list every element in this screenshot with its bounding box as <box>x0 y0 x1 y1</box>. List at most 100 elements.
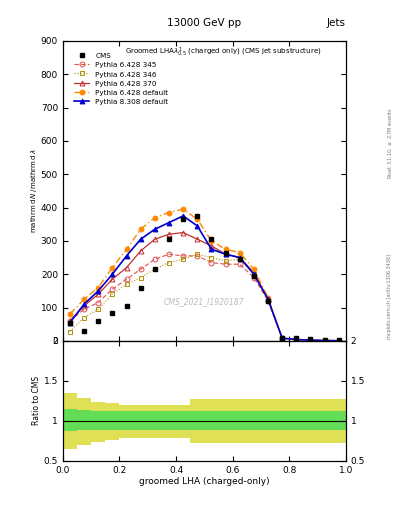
Pythia 6.428 default <box>252 266 256 272</box>
Pythia 6.428 346 <box>322 337 327 344</box>
CMS <box>124 303 129 309</box>
Pythia 6.428 346 <box>266 296 270 302</box>
Pythia 6.428 346 <box>152 266 157 272</box>
Pythia 8.308 default <box>124 253 129 259</box>
Pythia 8.308 default <box>68 319 72 326</box>
Pythia 6.428 370 <box>237 254 242 261</box>
Pythia 6.428 default <box>82 296 86 302</box>
Pythia 8.308 default <box>181 213 185 219</box>
Pythia 6.428 default <box>167 209 171 216</box>
Pythia 8.308 default <box>138 236 143 242</box>
Pythia 8.308 default <box>152 226 157 232</box>
Pythia 8.308 default <box>252 271 256 278</box>
Pythia 6.428 370 <box>110 276 115 282</box>
Pythia 6.428 370 <box>280 335 285 342</box>
Pythia 6.428 345 <box>223 261 228 267</box>
CMS <box>181 216 185 222</box>
Pythia 8.308 default <box>195 223 200 229</box>
CMS <box>223 249 228 255</box>
Pythia 6.428 345 <box>82 306 86 312</box>
Pythia 6.428 345 <box>294 336 299 343</box>
Pythia 6.428 default <box>110 265 115 271</box>
Y-axis label: $\mathrm{mathrm\,d}\,N\,/\,\mathrm{mathrm\,d}\,\lambda$: $\mathrm{mathrm\,d}\,N\,/\,\mathrm{mathr… <box>29 148 39 233</box>
CMS <box>266 298 270 304</box>
Pythia 8.308 default <box>237 254 242 261</box>
Line: Pythia 6.428 346: Pythia 6.428 346 <box>68 252 341 343</box>
Pythia 8.308 default <box>82 301 86 307</box>
Text: Jets: Jets <box>327 18 346 28</box>
Line: Pythia 8.308 default: Pythia 8.308 default <box>68 214 341 343</box>
Pythia 6.428 346 <box>223 258 228 264</box>
Pythia 8.308 default <box>266 296 270 302</box>
Pythia 8.308 default <box>294 336 299 343</box>
Pythia 6.428 346 <box>138 274 143 281</box>
Pythia 8.308 default <box>223 251 228 258</box>
CMS <box>96 318 101 324</box>
Pythia 6.428 346 <box>308 337 313 343</box>
Pythia 6.428 370 <box>181 229 185 236</box>
Pythia 8.308 default <box>322 337 327 344</box>
Pythia 6.428 default <box>68 311 72 317</box>
Pythia 6.428 default <box>322 337 327 344</box>
Pythia 6.428 345 <box>266 298 270 304</box>
Pythia 6.428 default <box>152 215 157 221</box>
Pythia 6.428 345 <box>124 276 129 282</box>
Text: Groomed LHA$\lambda^1_{0.5}$ (charged only) (CMS jet substructure): Groomed LHA$\lambda^1_{0.5}$ (charged on… <box>125 46 321 59</box>
Pythia 6.428 370 <box>322 337 327 344</box>
Pythia 8.308 default <box>167 220 171 226</box>
Pythia 6.428 346 <box>82 314 86 321</box>
CMS <box>209 236 214 242</box>
Pythia 6.428 345 <box>336 337 341 344</box>
Y-axis label: Ratio to CMS: Ratio to CMS <box>32 376 41 425</box>
CMS <box>152 266 157 272</box>
Pythia 6.428 370 <box>167 231 171 237</box>
CMS <box>322 337 327 343</box>
Pythia 6.428 370 <box>223 251 228 258</box>
Pythia 6.428 345 <box>322 337 327 344</box>
Pythia 6.428 346 <box>209 254 214 261</box>
CMS <box>237 256 242 262</box>
Pythia 6.428 346 <box>124 281 129 287</box>
Pythia 6.428 346 <box>68 328 72 334</box>
Pythia 8.308 default <box>308 337 313 343</box>
Text: Rivet 3.1.10, $\geq$ 2.7M events: Rivet 3.1.10, $\geq$ 2.7M events <box>386 108 393 179</box>
Pythia 6.428 346 <box>336 337 341 344</box>
Text: 13000 GeV pp: 13000 GeV pp <box>167 18 241 28</box>
Pythia 6.428 346 <box>252 271 256 278</box>
Pythia 6.428 345 <box>209 260 214 266</box>
Pythia 6.428 346 <box>237 256 242 262</box>
Pythia 6.428 370 <box>68 318 72 324</box>
Pythia 6.428 default <box>195 216 200 222</box>
Pythia 8.308 default <box>336 337 341 344</box>
Pythia 6.428 default <box>138 226 143 232</box>
CMS <box>82 328 86 334</box>
CMS <box>68 319 72 326</box>
Line: Pythia 6.428 370: Pythia 6.428 370 <box>68 230 341 343</box>
Pythia 6.428 370 <box>124 265 129 271</box>
Pythia 6.428 346 <box>110 291 115 297</box>
Pythia 6.428 370 <box>96 291 101 297</box>
Pythia 8.308 default <box>110 271 115 278</box>
Pythia 6.428 346 <box>181 256 185 262</box>
Pythia 6.428 345 <box>110 286 115 292</box>
X-axis label: groomed LHA (charged-only): groomed LHA (charged-only) <box>139 477 270 486</box>
CMS <box>280 335 285 342</box>
Text: CMS_2021_I1920187: CMS_2021_I1920187 <box>164 297 244 306</box>
Pythia 6.428 default <box>223 246 228 252</box>
Legend: CMS, Pythia 6.428 345, Pythia 6.428 346, Pythia 6.428 370, Pythia 6.428 default,: CMS, Pythia 6.428 345, Pythia 6.428 346,… <box>72 51 170 107</box>
Pythia 6.428 346 <box>280 335 285 342</box>
Pythia 8.308 default <box>280 335 285 342</box>
Pythia 6.428 370 <box>152 236 157 242</box>
Pythia 6.428 370 <box>82 303 86 309</box>
Pythia 6.428 default <box>280 335 285 342</box>
Line: CMS: CMS <box>68 214 341 343</box>
Pythia 6.428 345 <box>167 251 171 258</box>
Pythia 6.428 default <box>266 294 270 301</box>
Pythia 6.428 345 <box>68 318 72 324</box>
Text: mcplots.cern.ch [arXiv:1306.3436]: mcplots.cern.ch [arXiv:1306.3436] <box>387 254 392 339</box>
Pythia 6.428 346 <box>96 306 101 312</box>
Pythia 6.428 345 <box>308 337 313 343</box>
Pythia 6.428 345 <box>252 274 256 281</box>
Pythia 6.428 default <box>209 238 214 244</box>
Pythia 6.428 370 <box>195 236 200 242</box>
